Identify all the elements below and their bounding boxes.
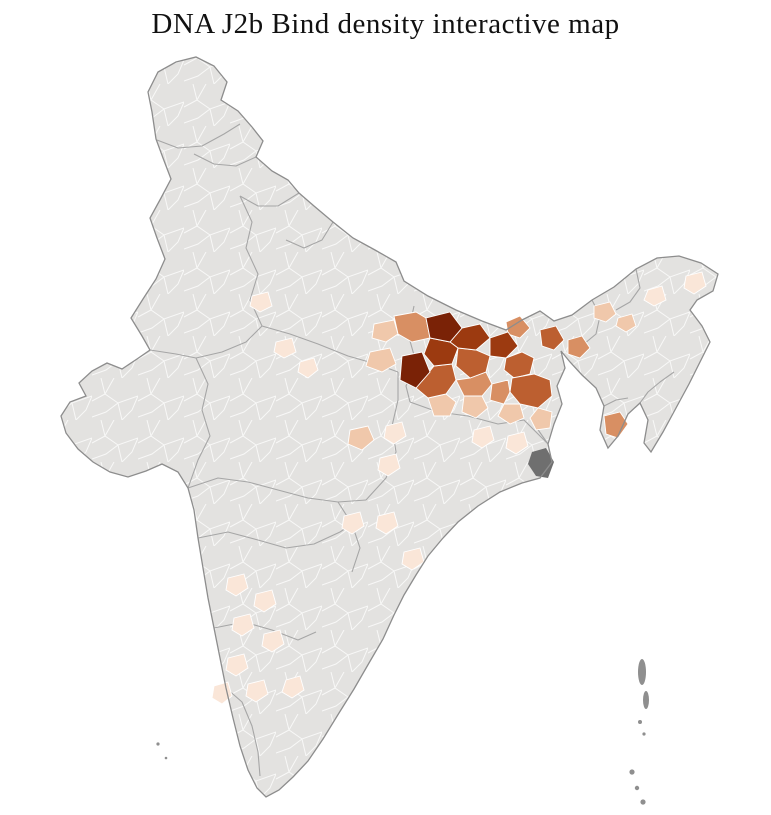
district[interactable]: [399, 351, 431, 389]
district[interactable]: [503, 351, 535, 379]
island[interactable]: [642, 732, 646, 736]
page-title: DNA J2b Bind density interactive map: [151, 8, 620, 40]
district[interactable]: [643, 285, 667, 307]
district[interactable]: [375, 511, 399, 535]
district[interactable]: [425, 311, 463, 343]
district[interactable]: [489, 331, 519, 359]
district[interactable]: [365, 347, 397, 373]
island[interactable]: [629, 769, 635, 775]
district[interactable]: [497, 403, 525, 425]
island[interactable]: [156, 742, 160, 746]
district[interactable]: [231, 613, 255, 637]
district[interactable]: [401, 547, 425, 571]
districts-very-low: [211, 271, 707, 705]
district[interactable]: [567, 335, 591, 359]
island-chains: [156, 659, 649, 805]
district[interactable]: [505, 431, 529, 455]
district[interactable]: [377, 453, 401, 477]
metro-district[interactable]: [528, 448, 554, 478]
district[interactable]: [273, 337, 297, 359]
island[interactable]: [643, 691, 649, 709]
island[interactable]: [638, 720, 642, 724]
district[interactable]: [341, 511, 365, 535]
island[interactable]: [640, 799, 646, 805]
district[interactable]: [593, 301, 617, 323]
districts-low: [347, 301, 637, 451]
district[interactable]: [225, 653, 249, 677]
districts-high: [415, 325, 565, 409]
district[interactable]: [615, 313, 637, 333]
district[interactable]: [383, 421, 407, 445]
district[interactable]: [211, 681, 233, 705]
district[interactable]: [489, 379, 511, 405]
district[interactable]: [347, 425, 375, 451]
district[interactable]: [539, 325, 565, 351]
district[interactable]: [249, 291, 273, 313]
districts-medium: [393, 311, 629, 439]
island[interactable]: [634, 785, 640, 791]
district[interactable]: [471, 425, 495, 449]
district[interactable]: [683, 271, 707, 295]
districts-max: [399, 311, 463, 389]
district[interactable]: [253, 589, 277, 613]
district[interactable]: [297, 357, 319, 379]
district[interactable]: [509, 373, 553, 409]
district[interactable]: [371, 319, 399, 343]
district[interactable]: [245, 679, 269, 703]
district[interactable]: [529, 407, 553, 431]
district[interactable]: [603, 411, 629, 439]
district[interactable]: [281, 675, 305, 699]
district[interactable]: [225, 573, 249, 597]
district[interactable]: [261, 629, 285, 653]
island[interactable]: [164, 756, 168, 760]
island[interactable]: [638, 659, 646, 685]
